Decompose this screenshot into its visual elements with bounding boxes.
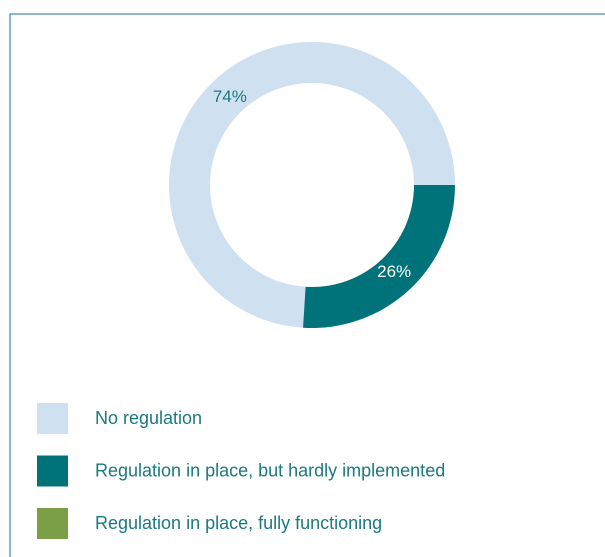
donut-slice [303, 185, 455, 328]
legend-swatch [37, 403, 68, 434]
legend-label: Regulation in place, fully functioning [95, 513, 382, 533]
legend-label: No regulation [95, 408, 202, 428]
legend-label: Regulation in place, but hardly implemen… [95, 460, 445, 480]
legend-swatch [37, 508, 68, 539]
legend-swatch [37, 455, 68, 487]
value-label: 26% [377, 262, 411, 281]
value-label: 74% [213, 87, 247, 106]
